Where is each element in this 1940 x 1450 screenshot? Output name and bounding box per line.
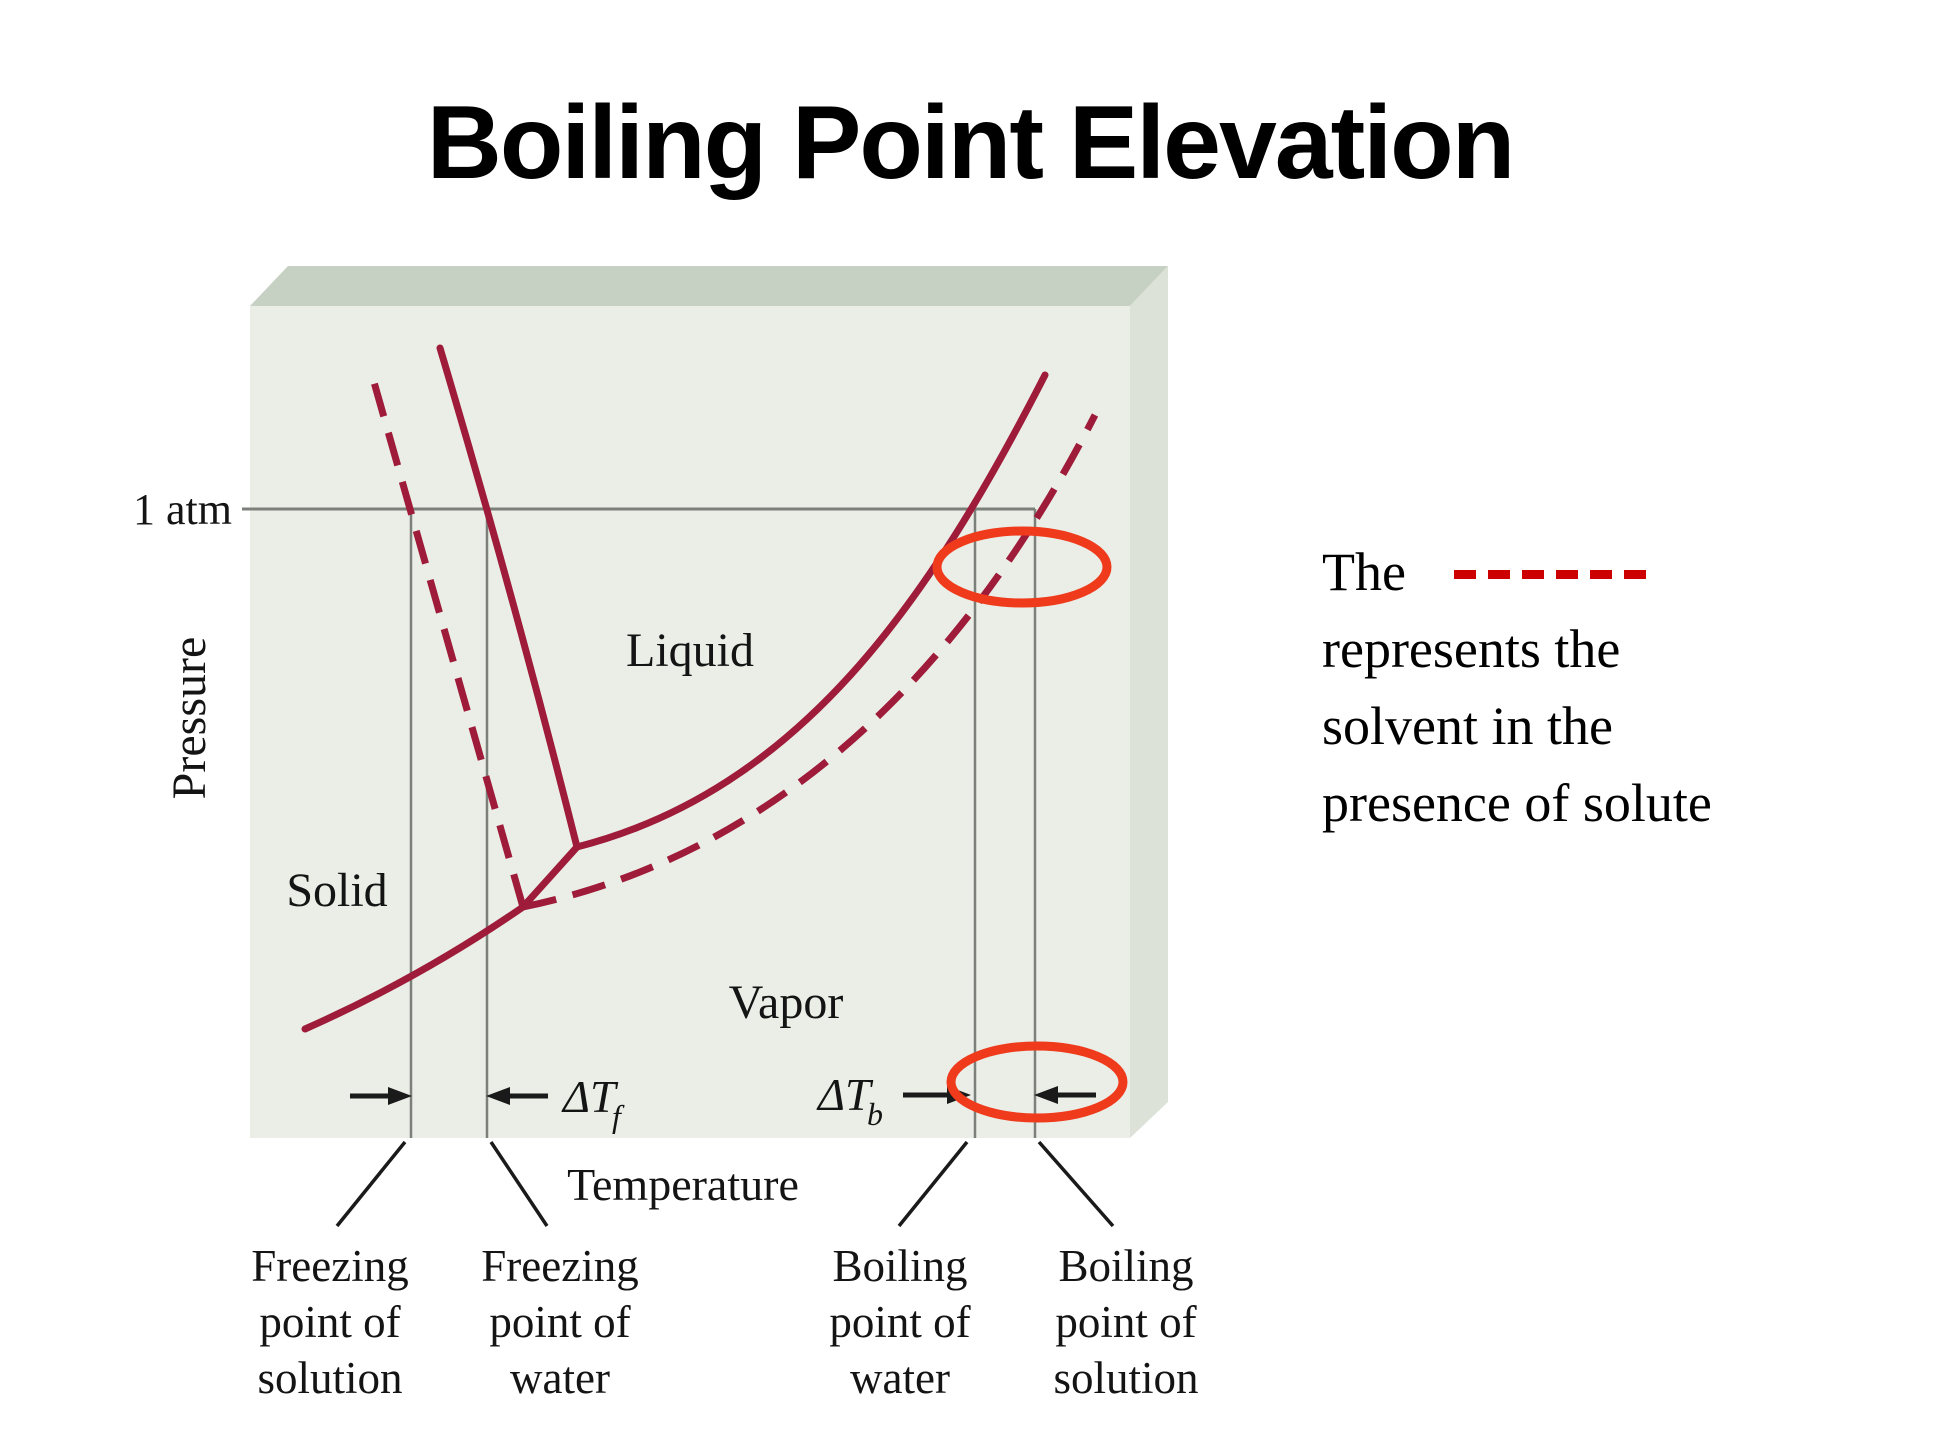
fusion-curve-solid (436, 344, 581, 851)
region-label-solid: Solid (286, 864, 387, 917)
note-line-1: The (1322, 534, 1882, 611)
fusion-curve-dashed (366, 367, 527, 908)
one-atm-label: 1 atm (133, 485, 232, 534)
label-freezing-point-of-water: Freezing point of water (481, 1241, 639, 1403)
box-top-face (250, 266, 1168, 306)
box-side-face (1130, 266, 1168, 1138)
pointer-boiling-water (897, 1140, 969, 1228)
label-freezing-point-of-solution: Freezing point of solution (251, 1241, 409, 1403)
highlight-ellipse-delta-tb (946, 1041, 1128, 1123)
delta-tb-label: ΔT (816, 1069, 874, 1120)
delta-tb-subscript: b (867, 1096, 883, 1132)
region-label-vapor: Vapor (729, 976, 844, 1029)
pointer-freezing-water (489, 1141, 549, 1227)
label-boiling-point-of-solution: Boiling point of solution (1053, 1241, 1199, 1403)
pointer-boiling-solution (1037, 1140, 1115, 1228)
page-title: Boiling Point Elevation (426, 85, 1515, 201)
label-boiling-point-of-water: Boiling point of water (829, 1241, 971, 1403)
box-front-face (250, 306, 1130, 1138)
note-block: The represents the solvent in the presen… (1322, 534, 1882, 842)
pressure-axis-label: Pressure (163, 637, 216, 800)
region-label-liquid: Liquid (626, 624, 754, 677)
pointer-freezing-solution (335, 1140, 407, 1228)
vaporization-curve-dashed (522, 413, 1099, 911)
delta-tf-arrows (350, 1087, 548, 1105)
dashed-line-icon (1453, 570, 1652, 579)
delta-tf-label: ΔT (561, 1071, 619, 1122)
note-rest: represents the solvent in the presence o… (1322, 619, 1712, 833)
sublimation-curve-solid (301, 843, 581, 1033)
temperature-axis-label: Temperature (567, 1159, 799, 1210)
vaporization-curve-solid (573, 371, 1049, 851)
highlight-ellipse-boiling-curves (932, 526, 1112, 608)
note-prefix: The (1322, 542, 1406, 602)
